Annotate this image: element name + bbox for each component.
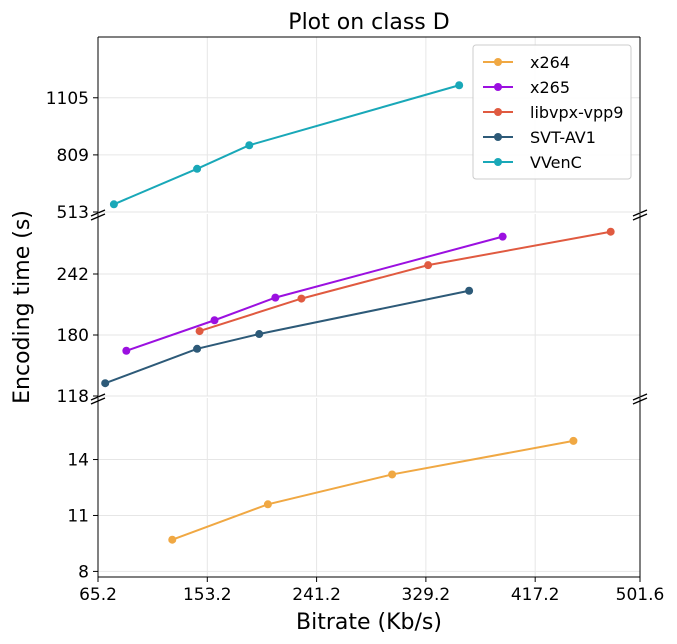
y-tick-label: 8 xyxy=(78,562,89,582)
legend-marker-VVenC xyxy=(494,158,502,166)
legend-marker-x265 xyxy=(494,83,502,91)
data-point-SVT-AV1 xyxy=(193,344,202,353)
chart-title: Plot on class D xyxy=(288,10,449,35)
data-point-libvpx-vpp9 xyxy=(606,227,615,236)
series-line-libvpx-vpp9 xyxy=(199,230,611,333)
data-point-x265 xyxy=(122,346,131,355)
x-tick-label: 329.2 xyxy=(402,585,451,605)
data-point-x264 xyxy=(168,535,177,544)
data-point-x264 xyxy=(263,500,272,509)
legend-label-x265: x265 xyxy=(530,78,570,97)
legend: x264 x265 libvpx-vpp9 SVT-AV1 VVenC xyxy=(472,44,632,180)
series-line-VVenC xyxy=(113,84,460,206)
legend-marker-x264 xyxy=(494,58,502,66)
x-tick-label: 153.2 xyxy=(183,585,232,605)
y-tick-label: 11 xyxy=(67,506,89,526)
data-point-VVenC xyxy=(109,200,118,209)
data-point-x265 xyxy=(498,232,507,241)
legend-label-libvpx-vpp9: libvpx-vpp9 xyxy=(530,103,623,122)
x-tick-label: 417.2 xyxy=(511,585,560,605)
y-tick-label: 1105 xyxy=(46,89,89,109)
y-tick-label: 513 xyxy=(57,203,89,223)
x-axis-label: Bitrate (Kb/s) xyxy=(296,610,442,635)
legend-marker-SVT-AV1 xyxy=(494,133,502,141)
axis-break-mark xyxy=(90,213,106,221)
data-point-VVenC xyxy=(193,164,202,173)
tick-layer: 8 11 14 118 180 242 513 809 1105 65.2 153.2 241.2 32… xyxy=(46,89,665,605)
data-point-libvpx-vpp9 xyxy=(297,294,306,303)
x-tick-label: 65.2 xyxy=(79,585,117,605)
series-line-x264 xyxy=(171,439,574,541)
axis-break-mark xyxy=(632,393,648,401)
series-line-SVT-AV1 xyxy=(104,289,470,385)
axis-break-mark xyxy=(90,397,106,405)
axis-break-marks xyxy=(90,209,648,405)
legend-label-x264: x264 xyxy=(530,53,570,72)
data-point-libvpx-vpp9 xyxy=(195,327,204,336)
data-point-x265 xyxy=(210,316,219,325)
series-line-x265 xyxy=(125,235,503,352)
legend-label-VVenC: VVenC xyxy=(530,153,582,172)
data-point-VVenC xyxy=(245,141,254,150)
legend-marker-libvpx-vpp9 xyxy=(494,108,502,116)
axes-frame xyxy=(97,36,641,578)
data-point-SVT-AV1 xyxy=(465,286,474,295)
data-point-x264 xyxy=(388,470,397,479)
axis-break-mark xyxy=(90,393,106,401)
data-point-SVT-AV1 xyxy=(101,379,110,388)
axis-break-mark xyxy=(90,209,106,217)
axis-break-mark xyxy=(632,213,648,221)
series-layer xyxy=(101,81,615,544)
data-point-libvpx-vpp9 xyxy=(424,261,433,270)
y-axis-label: Encoding time (s) xyxy=(10,210,35,404)
axis-break-mark xyxy=(632,209,648,217)
y-tick-label: 809 xyxy=(57,146,89,166)
data-point-VVenC xyxy=(455,81,464,90)
y-tick-label: 242 xyxy=(57,265,89,285)
data-point-x264 xyxy=(569,436,578,445)
y-tick-label: 180 xyxy=(57,326,89,346)
x-tick-label: 501.6 xyxy=(616,585,665,605)
y-tick-label: 14 xyxy=(67,451,89,471)
x-tick-label: 241.2 xyxy=(292,585,341,605)
y-tick-label: 118 xyxy=(57,387,89,407)
legend-label-SVT-AV1: SVT-AV1 xyxy=(530,128,596,147)
data-point-SVT-AV1 xyxy=(255,330,264,339)
data-point-x265 xyxy=(271,293,280,302)
axis-break-mark xyxy=(632,397,648,405)
legend-box xyxy=(472,44,632,180)
